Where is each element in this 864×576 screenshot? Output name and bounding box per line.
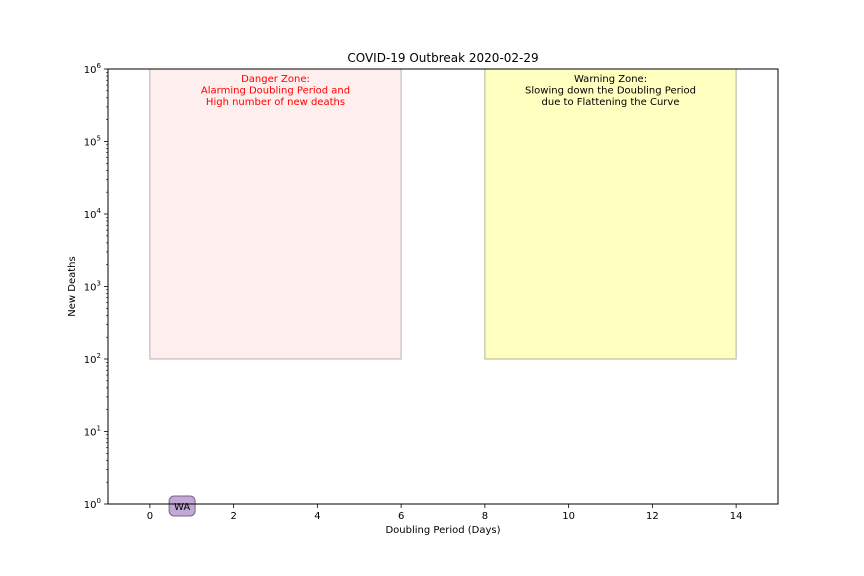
x-tick-label: 2 (230, 511, 236, 522)
x-tick-label: 4 (314, 511, 320, 522)
y-axis-label: New Deaths (67, 256, 78, 316)
zone-label-line: Warning Zone: (574, 74, 647, 85)
y-tick-exponent: 2 (97, 352, 101, 360)
y-tick-exponent: 1 (97, 425, 101, 433)
x-axis-label: Doubling Period (Days) (385, 525, 500, 536)
y-tick-exponent: 6 (97, 62, 102, 70)
y-tick-base: 10 (84, 428, 97, 439)
y-tick-exponent: 5 (97, 135, 101, 143)
x-tick-label: 8 (482, 511, 488, 522)
data-point-marker (168, 495, 196, 517)
y-tick-label: 105 (84, 135, 101, 149)
x-tick-label: 14 (730, 511, 743, 522)
x-tick-label: 6 (398, 511, 404, 522)
y-tick-exponent: 0 (97, 497, 101, 505)
y-tick-label: 104 (84, 207, 102, 221)
data-point: WA (168, 495, 196, 517)
x-tick-label: 10 (562, 511, 575, 522)
data-point-label: WA (174, 502, 190, 513)
zone-label-line: High number of new deaths (206, 97, 345, 108)
y-tick-exponent: 3 (97, 280, 101, 288)
y-tick-label: 103 (84, 280, 101, 294)
zone-label-line: Danger Zone: (241, 74, 310, 85)
x-tick-label: 12 (646, 511, 659, 522)
zone-rect (484, 68, 737, 360)
zone-label-line: due to Flattening the Curve (542, 97, 680, 108)
y-tick-base: 10 (84, 65, 97, 76)
zone-2: Warning Zone:Slowing down the Doubling P… (484, 68, 737, 360)
zone-rect (149, 68, 402, 360)
y-tick-base: 10 (84, 500, 97, 511)
zone-1: Danger Zone:Alarming Doubling Period and… (149, 68, 402, 360)
zones-layer: Danger Zone:Alarming Doubling Period and… (149, 68, 737, 360)
x-axis: 0 2 4 6 8 10 12 14 (147, 504, 743, 522)
y-tick-base: 10 (84, 210, 97, 221)
y-tick-base: 10 (84, 138, 97, 149)
y-tick-label: 100 (84, 497, 101, 511)
points-layer: WA (168, 495, 196, 517)
y-tick-base: 10 (84, 355, 97, 366)
y-tick-label: 101 (84, 425, 101, 439)
y-tick-label: 102 (84, 352, 101, 366)
y-tick-exponent: 4 (97, 207, 102, 215)
y-tick-base: 10 (84, 283, 97, 294)
y-tick-label: 106 (84, 62, 102, 76)
zone-label-line: Alarming Doubling Period and (201, 86, 350, 97)
zone-label-line: Slowing down the Doubling Period (525, 86, 696, 97)
x-tick-label: 0 (147, 511, 153, 522)
chart-title: COVID-19 Outbreak 2020-02-29 (347, 51, 538, 65)
